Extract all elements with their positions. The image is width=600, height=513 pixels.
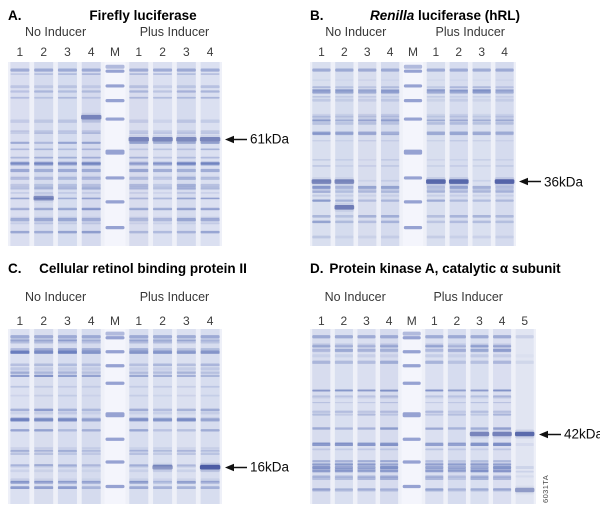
inducer-group-labels: No Inducer Plus Inducer xyxy=(8,290,300,305)
inducer-group-labels: No Inducer Plus Inducer xyxy=(310,25,600,40)
lane-label: 1 xyxy=(135,314,143,328)
lane-label: 2 xyxy=(453,314,461,328)
lane-label: 2 xyxy=(40,314,47,328)
panel-header: D. Protein kinase A, catalytic α subunit xyxy=(310,261,600,278)
lane-label: 3 xyxy=(64,45,71,59)
molecular-weight-annotation: 61kDa xyxy=(225,132,289,147)
lane-label: 1 xyxy=(317,314,325,328)
lane-label: 3 xyxy=(478,45,485,59)
gel-lanes-graphic xyxy=(310,62,516,246)
group-label-no-inducer: No Inducer xyxy=(24,290,87,304)
gel-image xyxy=(310,62,516,246)
panel-protein-kinase-a: D. Protein kinase A, catalytic α subunit… xyxy=(310,261,600,513)
lane-label: 3 xyxy=(182,45,190,59)
group-label-no-inducer: No Inducer xyxy=(325,25,387,39)
lane-label: 1 xyxy=(432,45,440,59)
lane-label: 4 xyxy=(206,45,214,59)
panel-renilla-luciferase: B. Renilla luciferase (hRL) No Inducer Pl… xyxy=(310,8,600,260)
panel-header: B. Renilla luciferase (hRL) xyxy=(310,8,600,25)
lane-number-labels: 1 2 3 4 M 1 2 3 4 xyxy=(8,314,300,329)
gel-image xyxy=(310,329,536,504)
group-label-plus-inducer: Plus Inducer xyxy=(139,25,210,39)
panel-cellular-retinol-binding-protein: C. Cellular retinol binding protein II N… xyxy=(8,261,300,513)
panel-letter: C. xyxy=(8,261,22,276)
molecular-weight-annotation: 16kDa xyxy=(225,460,289,475)
molecular-weight-label: 16kDa xyxy=(250,459,290,475)
molecular-weight-annotation: 42kDa xyxy=(539,427,600,442)
panel-header: A. Firefly luciferase xyxy=(8,8,300,25)
panel-letter: B. xyxy=(310,8,324,23)
lane-label: 4 xyxy=(206,314,214,328)
lane-label: 1 xyxy=(135,45,143,59)
lane-label: 4 xyxy=(385,314,393,328)
arrow-left-icon xyxy=(225,135,247,144)
inducer-group-labels: No Inducer Plus Inducer xyxy=(8,25,300,40)
lane-label: 4 xyxy=(501,45,508,59)
lane-label: 4 xyxy=(498,314,506,328)
lane-label: 3 xyxy=(182,314,190,328)
lane-label: 1 xyxy=(16,314,24,328)
molecular-weight-label: 61kDa xyxy=(250,131,290,147)
lane-label: M xyxy=(406,314,417,328)
group-label-plus-inducer: Plus Inducer xyxy=(435,25,505,39)
group-label-plus-inducer: Plus Inducer xyxy=(433,290,503,304)
lane-number-labels: 1 2 3 4 M 1 2 3 4 xyxy=(8,45,300,60)
lane-label: 4 xyxy=(87,314,95,328)
arrow-left-icon xyxy=(225,463,247,472)
panel-letter: D. xyxy=(310,261,324,276)
lane-label: 4 xyxy=(386,45,394,59)
lane-label: 3 xyxy=(363,314,370,328)
lane-label: 3 xyxy=(363,45,371,59)
panel-title: Protein kinase A, catalytic α subunit xyxy=(329,261,561,276)
molecular-weight-label: 36kDa xyxy=(544,174,584,190)
panel-title: Renilla luciferase (hRL) xyxy=(369,8,521,23)
panel-title: Firefly luciferase xyxy=(89,8,197,23)
gel-image xyxy=(8,62,222,246)
lane-label: M xyxy=(110,314,120,328)
panel-letter: A. xyxy=(8,8,22,23)
inducer-group-labels: No Inducer Plus Inducer xyxy=(310,290,600,305)
panel-header: C. Cellular retinol binding protein II xyxy=(8,261,300,278)
gel-lanes-graphic xyxy=(310,329,536,504)
arrow-left-icon xyxy=(519,177,541,186)
group-label-no-inducer: No Inducer xyxy=(24,25,87,39)
lane-label: 1 xyxy=(430,314,438,328)
lane-label: 2 xyxy=(40,45,47,59)
molecular-weight-annotation: 36kDa xyxy=(519,174,583,189)
group-label-no-inducer: No Inducer xyxy=(324,290,386,304)
lane-label: 2 xyxy=(340,45,348,59)
lane-label: 2 xyxy=(340,314,348,328)
panel-title: Cellular retinol binding protein II xyxy=(39,261,247,276)
gel-lanes-graphic xyxy=(8,329,222,504)
gel-image xyxy=(8,329,222,504)
lane-label: 1 xyxy=(318,45,325,59)
group-label-plus-inducer: Plus Inducer xyxy=(139,290,210,304)
lane-label: 1 xyxy=(16,45,24,59)
molecular-weight-label: 42kDa xyxy=(564,426,600,442)
panel-firefly-luciferase: A. Firefly luciferase No Inducer Plus Ind… xyxy=(8,8,300,260)
lane-label: M xyxy=(408,45,418,59)
lane-label: 4 xyxy=(87,45,95,59)
arrow-left-icon xyxy=(539,430,561,438)
figure-code: 6031TA xyxy=(541,474,550,503)
lane-label: 3 xyxy=(64,314,71,328)
lane-label: 3 xyxy=(476,314,483,328)
lane-label: 2 xyxy=(159,314,166,328)
lane-label: 5 xyxy=(521,314,529,328)
lane-label: M xyxy=(110,45,120,59)
lane-label: 2 xyxy=(159,45,166,59)
gel-lanes-graphic xyxy=(8,62,222,246)
lane-label: 2 xyxy=(455,45,463,59)
